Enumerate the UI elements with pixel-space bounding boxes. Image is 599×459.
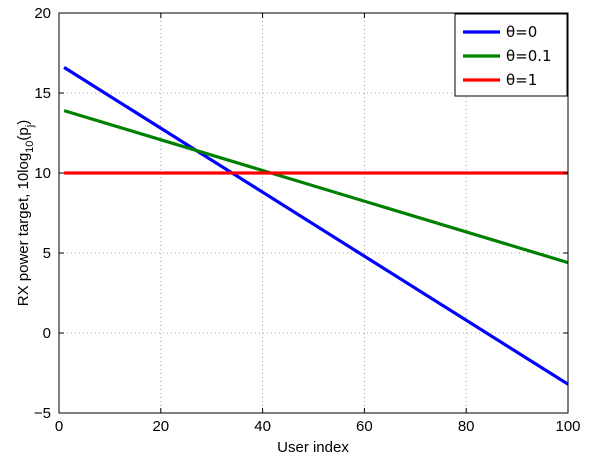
legend-label-2: θ=1 <box>506 71 537 89</box>
x-tick-label: 60 <box>356 418 373 435</box>
x-tick-label: 0 <box>55 418 63 435</box>
x-tick-label: 40 <box>254 418 271 435</box>
legend-label-1: θ=0.1 <box>506 47 552 65</box>
x-tick-label: 80 <box>458 418 475 435</box>
legend: θ=0 θ=0.1 θ=1 <box>454 13 568 97</box>
y-tick-label: 15 <box>34 85 51 102</box>
legend-label-0: θ=0 <box>506 23 537 41</box>
series-line-1 <box>63 109 569 265</box>
x-tick-label: 20 <box>152 418 169 435</box>
series-line-0 <box>63 66 569 386</box>
y-axis-title: RX power target, 10log10(pj) <box>15 120 36 306</box>
y-tick-label: 0 <box>43 325 51 342</box>
series-lines <box>63 66 569 386</box>
plot-frame <box>58 12 569 414</box>
y-tick-label: 10 <box>34 165 51 182</box>
x-axis-title: User index <box>277 439 349 456</box>
y-tick-label: −5 <box>34 405 51 422</box>
x-tick-label: 100 <box>555 418 580 435</box>
y-tick-label: 20 <box>34 5 51 22</box>
y-tick-label: 5 <box>43 245 51 262</box>
